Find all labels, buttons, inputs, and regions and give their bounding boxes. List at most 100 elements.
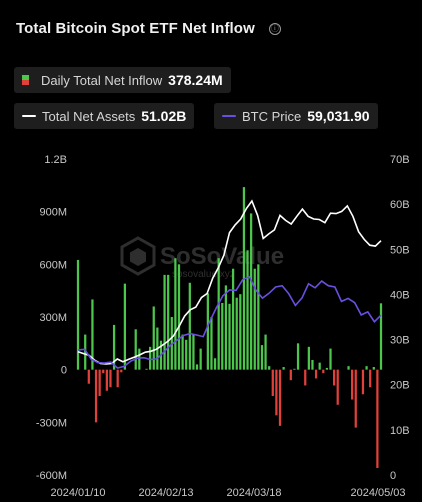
inflow-bar: [134, 329, 137, 370]
inflow-bar: [123, 283, 127, 370]
inflow-bar: [199, 348, 202, 370]
right-tick-label: 0: [390, 470, 396, 482]
legend-net-assets[interactable]: Total Net Assets 51.02B: [14, 103, 195, 129]
inflow-bar: [257, 264, 260, 370]
inflow-bar: [372, 367, 375, 370]
bar-swatch-icon: [22, 75, 29, 85]
legend-daily-flow-label: Daily Total Net Inflow: [41, 72, 163, 88]
inflow-bar: [361, 369, 365, 395]
right-tick-label: 40B: [390, 289, 410, 301]
inflow-bar: [282, 367, 285, 370]
legend-btc-price-label: BTC Price: [242, 108, 302, 124]
legend-net-assets-label: Total Net Assets: [42, 108, 136, 124]
inflow-bar: [264, 334, 267, 370]
right-tick-label: 70B: [390, 154, 410, 166]
right-tick-label: 10B: [390, 425, 410, 437]
chart-title: Total Bitcoin Spot ETF Net Inflow: [16, 20, 255, 37]
inflow-bar: [206, 293, 209, 370]
btc-price-line: [77, 275, 382, 369]
inflow-bar: [296, 343, 300, 370]
inflow-bar: [145, 368, 148, 370]
inflow-bar: [289, 369, 292, 381]
inflow-bar: [246, 250, 249, 370]
inflow-bar: [138, 348, 141, 370]
inflow-bar: [116, 369, 119, 388]
inflow-bar: [163, 274, 166, 370]
x-tick-label: 2024/05/03: [350, 487, 405, 499]
inflow-bar: [275, 369, 278, 416]
inflow-bar: [213, 358, 217, 370]
inflow-bar: [105, 369, 108, 391]
right-tick-label: 30B: [390, 335, 410, 347]
inflow-bar: [91, 299, 94, 370]
inflow-bar: [87, 369, 90, 384]
inflow-bar: [149, 346, 152, 370]
inflow-bar: [311, 360, 314, 370]
inflow-bar: [210, 317, 213, 370]
inflow-bar: [98, 369, 101, 396]
inflow-bar: [369, 369, 372, 388]
inflow-bar: [152, 306, 155, 370]
line-swatch-icon: [222, 115, 236, 117]
inflow-bar: [304, 369, 307, 386]
left-tick-label: 900M: [39, 207, 67, 219]
inflow-bar: [174, 258, 177, 370]
left-tick-label: 300M: [39, 312, 67, 324]
logo-icon: [120, 236, 156, 276]
etf-flow-chart: SoSoValue sosovalue.xyz 1.2B 900M 600M 300M…: [36, 154, 410, 499]
inflow-bar: [109, 369, 112, 388]
left-tick-label: -300M: [36, 417, 67, 429]
right-tick-label: 50B: [390, 244, 410, 256]
chart-title-row: Total Bitcoin Spot ETF Net Inflow ⓘ: [16, 20, 281, 37]
watermark-brand: SoSoValue: [160, 243, 284, 270]
legend-btc-price[interactable]: BTC Price 59,031.90: [214, 103, 378, 129]
net-assets-line: [77, 199, 382, 365]
inflow-bar: [268, 366, 271, 370]
inflow-bar: [314, 369, 318, 379]
legend-daily-flow-value: 378.24M: [168, 72, 223, 88]
left-tick-label: -600M: [36, 470, 67, 482]
inflow-bar: [221, 302, 224, 370]
inflow-bar: [271, 369, 274, 396]
inflow-bar: [181, 334, 184, 370]
positive-swatch: [22, 75, 29, 80]
inflow-bar: [239, 294, 242, 370]
inflow-bar: [112, 324, 116, 370]
inflow-bar: [354, 369, 357, 428]
left-tick-label: 600M: [39, 259, 67, 271]
inflow-bar: [260, 345, 264, 370]
inflow-bar: [307, 346, 310, 370]
x-axis: 2024/01/10 2024/02/13 2024/03/18 2024/05/03: [50, 487, 405, 499]
watermark-url: sosovalue.xyz: [172, 269, 235, 280]
legend-daily-flow[interactable]: Daily Total Net Inflow 378.24M: [14, 67, 231, 93]
inflow-bar: [376, 369, 379, 468]
x-tick-label: 2024/01/10: [50, 487, 105, 499]
inflow-bar: [278, 369, 282, 426]
inflow-bar: [250, 213, 253, 370]
inflow-bar: [347, 366, 350, 370]
inflow-bar: [76, 259, 80, 370]
inflow-bar: [379, 303, 383, 370]
right-tick-label: 20B: [390, 380, 410, 392]
inflow-bar: [293, 368, 296, 370]
inflow-bar: [185, 339, 188, 370]
left-tick-label: 1.2B: [44, 154, 67, 166]
inflow-bar: [351, 369, 354, 400]
inflow-bar: [217, 258, 220, 370]
inflow-bar: [365, 366, 368, 370]
inflow-bar: [167, 274, 170, 370]
info-icon[interactable]: ⓘ: [268, 22, 281, 35]
inflow-bar: [192, 334, 195, 370]
inflow-bar: [231, 268, 235, 370]
line-swatch-icon: [22, 115, 36, 117]
inflow-bar: [84, 334, 87, 370]
inflow-bar: [228, 303, 231, 370]
inflow-bar: [94, 369, 98, 423]
inflow-bar: [188, 282, 191, 370]
inflow-bar: [224, 285, 228, 370]
legend-btc-price-value: 59,031.90: [307, 108, 370, 124]
left-tick-label: 0: [61, 365, 67, 377]
inflow-bars: [76, 187, 383, 468]
legend-net-assets-value: 51.02B: [141, 108, 187, 124]
watermark: SoSoValue sosovalue.xyz: [120, 236, 284, 280]
